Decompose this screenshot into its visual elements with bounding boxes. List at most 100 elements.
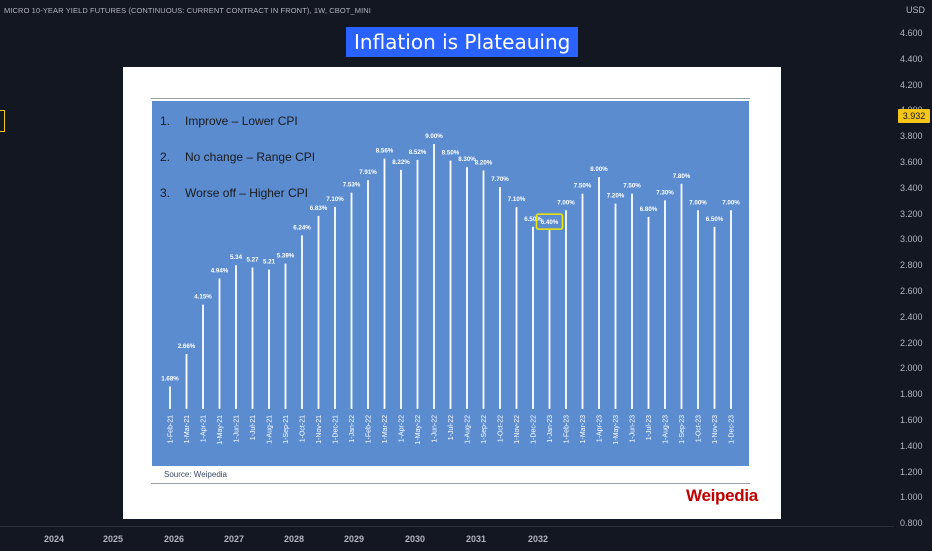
category-label: 1-Jun-22 <box>432 415 439 443</box>
price-tick: 4.200 <box>900 79 923 90</box>
data-label: 7.20% <box>607 193 625 200</box>
data-label: 8.00% <box>590 166 608 173</box>
category-label: 1-Feb-21 <box>168 415 175 444</box>
price-axis[interactable]: 4.6004.4004.2004.0003.8003.6003.4003.200… <box>894 0 932 550</box>
data-label: 7.10% <box>508 196 526 203</box>
bar <box>614 203 617 409</box>
data-label: 5.27 <box>246 257 259 264</box>
category-label: 1-Sep-21 <box>283 415 290 444</box>
category-label: 1-Jan-22 <box>349 415 356 443</box>
data-label: 7.10% <box>326 196 344 203</box>
category-label: 1-Oct-21 <box>300 415 307 442</box>
category-label: 1-Aug-23 <box>663 415 670 444</box>
price-tick: 1.200 <box>900 466 923 477</box>
category-label: 1-May-22 <box>415 415 422 445</box>
bar <box>317 215 320 409</box>
category-label: 1-Oct-22 <box>498 415 505 442</box>
bar <box>202 304 204 409</box>
bar <box>169 386 171 409</box>
cpi-bar-chart: 1. Improve – Lower CPI 2. No change – Range… <box>160 114 740 445</box>
data-label: 7.50% <box>623 183 641 190</box>
category-label: 1-Sep-22 <box>481 415 488 444</box>
price-tick: 4.400 <box>900 53 923 64</box>
bar <box>565 210 567 409</box>
data-label: 6.50% <box>706 216 724 223</box>
brand-logo: Weipedia <box>686 486 758 505</box>
bar <box>730 210 732 409</box>
data-label: 7.00% <box>689 199 707 206</box>
price-tick: 3.000 <box>900 234 923 245</box>
bar <box>466 167 468 409</box>
time-tick: 2028 <box>284 534 305 544</box>
bar <box>350 192 353 409</box>
price-tick: 3.400 <box>900 182 923 193</box>
legend-number: 3. <box>160 186 170 200</box>
category-label: 1-Nov-23 <box>712 415 719 444</box>
price-tick: 3.800 <box>900 131 923 142</box>
price-tick: 1.000 <box>900 492 923 503</box>
bar <box>268 269 270 409</box>
data-label: 5.34 <box>230 254 243 261</box>
bottom-divider <box>151 483 750 484</box>
time-tick: 2027 <box>224 534 245 544</box>
bar <box>664 200 666 409</box>
time-tick: 2032 <box>528 534 549 544</box>
bar <box>383 158 386 409</box>
category-label: 1-Jul-23 <box>646 415 653 440</box>
legend-text: Worse off – Higher CPI <box>185 186 308 200</box>
legend-text: No change – Range CPI <box>185 150 315 164</box>
bar <box>532 226 534 409</box>
symbol-label[interactable]: MICRO 10-YEAR YIELD FUTURES (CONTINUOUS:… <box>4 6 371 15</box>
data-label: 8.50% <box>442 150 460 157</box>
data-label: 7.80% <box>673 173 691 180</box>
data-label: 6.40% <box>541 219 559 226</box>
time-tick: 2031 <box>466 534 487 544</box>
bar <box>499 187 501 409</box>
category-label: 1-May-23 <box>613 415 620 445</box>
data-label: 6.83% <box>310 205 328 212</box>
category-label: 1-Sep-23 <box>679 415 686 444</box>
category-label: 1-Feb-23 <box>564 415 571 444</box>
legend-number: 2. <box>160 150 170 164</box>
data-label: 6.80% <box>640 206 658 213</box>
category-label: 1-Apr-23 <box>597 415 604 442</box>
category-label: 1-Jul-21 <box>250 415 257 440</box>
left-price-marker <box>0 110 5 132</box>
bar <box>548 230 551 409</box>
time-axis[interactable]: 2024 2025 2026 2027 2028 2029 2030 2031 2032 <box>0 526 894 551</box>
data-label: 7.50% <box>574 183 592 190</box>
category-label: 1-Jan-23 <box>547 415 554 443</box>
category-label: 1-Jul-22 <box>448 415 455 440</box>
price-tick: 2.200 <box>900 337 923 348</box>
source-note: Source: Weipedia <box>164 470 227 479</box>
bar <box>631 193 633 409</box>
bar <box>185 354 188 409</box>
data-label: 8.20% <box>475 160 493 167</box>
category-label: 1-Feb-22 <box>366 415 373 444</box>
price-tick: 2.600 <box>900 286 923 296</box>
data-label: 7.00% <box>557 199 575 206</box>
bar <box>400 169 402 409</box>
data-label: 8.22% <box>392 159 410 166</box>
time-tick: 2030 <box>405 534 426 544</box>
bar <box>301 235 303 409</box>
category-label: 1-May-21 <box>217 415 224 445</box>
category-label: 1-Mar-22 <box>382 415 389 444</box>
bar <box>697 210 699 409</box>
data-label: 1.68% <box>161 375 179 382</box>
category-label: 1-Apr-21 <box>201 415 208 442</box>
plot-area: 1. Improve – Lower CPI 2. No change – Range… <box>152 101 749 466</box>
top-divider <box>151 98 750 99</box>
data-label: 4.15% <box>194 294 212 301</box>
bar <box>598 177 600 409</box>
category-label: 1-Nov-21 <box>316 415 323 444</box>
price-tick: 1.400 <box>900 440 923 451</box>
bar <box>218 278 221 409</box>
bar <box>713 226 716 409</box>
category-label: 1-Mar-23 <box>580 415 587 444</box>
bar <box>449 160 452 409</box>
data-label: 7.30% <box>656 189 674 196</box>
time-tick: 2026 <box>164 534 185 544</box>
highlight-box <box>535 213 564 230</box>
price-tick: 3.600 <box>900 157 923 167</box>
